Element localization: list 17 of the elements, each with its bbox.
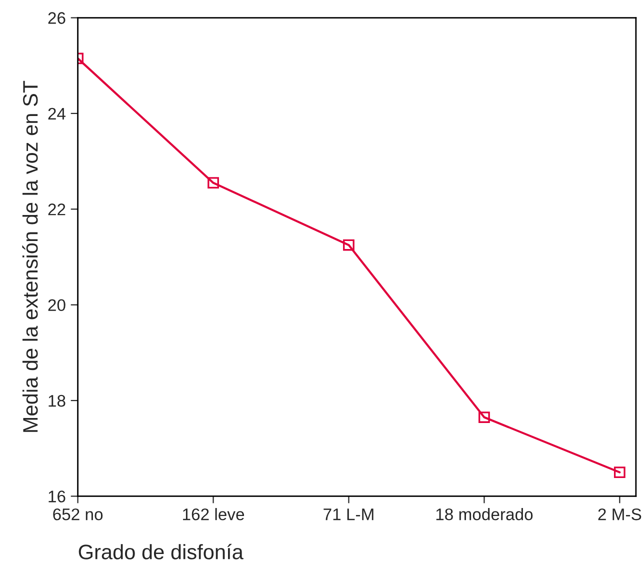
y-tick-label: 16 (48, 490, 66, 502)
y-tick-label: 22 (48, 204, 66, 216)
y-axis-title: Media de la extensión de la voz en ST (22, 80, 38, 432)
x-tick-label: 2 M-S (598, 508, 642, 520)
point (343, 239, 354, 251)
x-tick-label: 71 L-M (324, 508, 374, 520)
point (478, 412, 490, 423)
point (614, 466, 626, 478)
x-tick-label: 652 no (53, 508, 103, 520)
y-tick-label: 26 (48, 12, 66, 24)
x-tick-label: 162 leve (183, 508, 244, 520)
y-tick-label: 24 (48, 108, 66, 120)
point (208, 177, 219, 189)
x-axis-title: Grado de disfonía (78, 544, 244, 560)
x-tick-label: 18 moderado (436, 508, 533, 520)
y-tick-label: 20 (48, 299, 66, 312)
y-tick-label: 18 (48, 394, 66, 407)
